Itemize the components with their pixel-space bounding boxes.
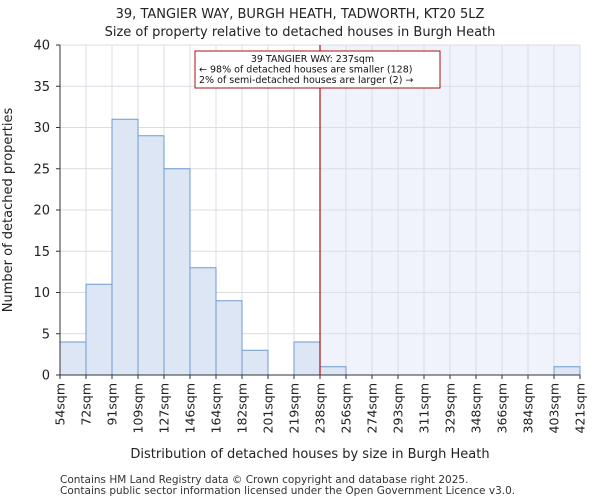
x-tick-label: 311sqm [417, 383, 432, 433]
x-tick-label: 329sqm [443, 383, 458, 433]
x-tick-label: 219sqm [287, 383, 302, 433]
x-tick-label: 72sqm [79, 383, 94, 426]
y-tick-label: 35 [33, 80, 50, 95]
y-axis-label: Number of detached properties [1, 108, 16, 313]
x-tick-label: 256sqm [339, 383, 354, 433]
x-tick-label: 274sqm [365, 383, 380, 433]
y-tick-label: 0 [42, 369, 50, 384]
y-tick-label: 25 [33, 162, 50, 177]
annotation-smaller: ← 98% of detached houses are smaller (12… [199, 65, 412, 76]
annotation-title: 39 TANGIER WAY: 237sqm [251, 54, 374, 65]
y-tick-label: 10 [33, 286, 50, 301]
x-tick-label: 201sqm [261, 383, 276, 433]
x-tick-label: 293sqm [391, 383, 406, 433]
annotation-larger: 2% of semi-detached houses are larger (2… [199, 75, 413, 86]
x-tick-label: 164sqm [209, 383, 224, 433]
x-axis-label: Distribution of detached houses by size … [130, 447, 489, 462]
x-tick-label: 146sqm [183, 383, 198, 433]
x-tick-label: 54sqm [53, 383, 68, 426]
bar [241, 349, 269, 376]
x-tick-label: 384sqm [521, 383, 536, 433]
bar [319, 366, 347, 376]
x-tick-label: 109sqm [131, 383, 146, 433]
bar [293, 341, 321, 376]
annotation-box [194, 50, 441, 89]
bar [553, 366, 581, 376]
bar [189, 267, 217, 376]
x-tick-label: 348sqm [469, 383, 484, 433]
y-tick-label: 15 [33, 245, 50, 260]
x-tick-label: 238sqm [313, 383, 328, 433]
y-tick-label: 20 [33, 204, 50, 219]
x-tick-label: 127sqm [157, 383, 172, 433]
x-tick-label: 366sqm [495, 383, 510, 433]
y-tick-label: 30 [33, 121, 50, 136]
bar [137, 135, 165, 376]
bar [163, 168, 191, 376]
chart-title: 39, TANGIER WAY, BURGH HEATH, TADWORTH, … [115, 7, 485, 22]
x-tick-label: 182sqm [235, 383, 250, 433]
x-tick-label: 91sqm [105, 383, 120, 426]
chart-subtitle: Size of property relative to detached ho… [104, 25, 496, 40]
footer-licence: Contains public sector information licen… [60, 485, 516, 497]
footer-copyright: Contains HM Land Registry data © Crown c… [60, 474, 469, 486]
bar [111, 118, 139, 376]
x-tick-label: 403sqm [547, 383, 562, 433]
bar [215, 300, 243, 376]
y-tick-label: 5 [42, 327, 50, 342]
y-tick-label: 40 [33, 39, 50, 54]
x-tick-label: 421sqm [573, 383, 588, 433]
bar [85, 283, 113, 376]
bar [59, 341, 87, 376]
